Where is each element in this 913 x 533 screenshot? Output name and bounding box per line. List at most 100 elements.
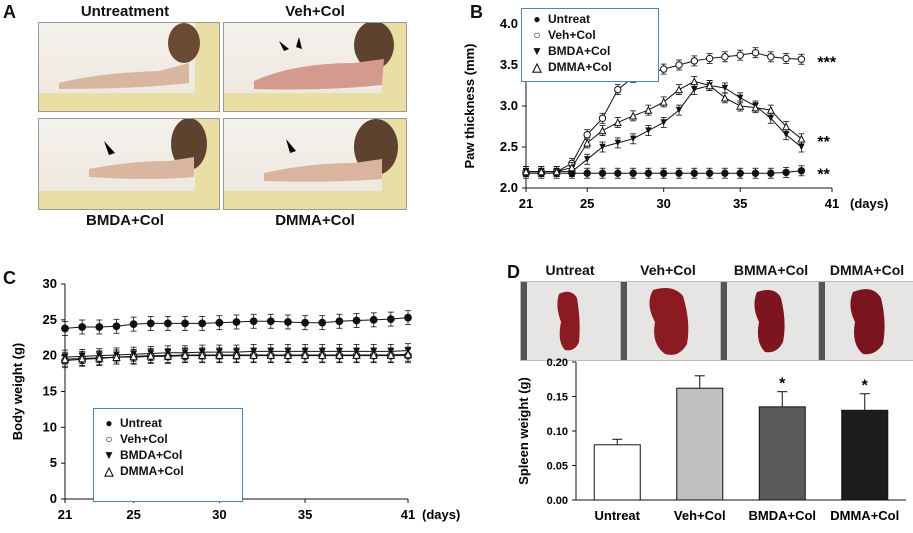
x-tick-label: 30	[656, 196, 670, 211]
y-axis-label: Body weight (g)	[10, 343, 25, 441]
annotation: *	[779, 376, 786, 393]
data-point	[721, 169, 729, 177]
data-point	[60, 354, 70, 364]
legend-marker-icon: ○	[533, 28, 541, 42]
paw-image-veh	[224, 23, 406, 111]
paw-image-dmma	[224, 119, 406, 209]
data-point	[369, 315, 378, 324]
data-point	[352, 350, 361, 359]
data-point	[797, 55, 806, 63]
data-point	[797, 167, 806, 175]
body-weight-chart: 0 5 10 15 20 25 30 21 25 30 35 41 (days) Body weight …	[10, 276, 460, 522]
data-point	[95, 353, 104, 362]
data-point	[736, 51, 744, 59]
legend-label: DMMA+Col	[120, 464, 184, 478]
y-tick-label: 5	[50, 455, 57, 470]
data-point	[797, 134, 806, 143]
panel-d-letter: D	[507, 262, 520, 282]
y-tick-label: 3.5	[500, 57, 518, 72]
x-tick-label: 25	[126, 507, 140, 522]
data-point	[403, 349, 413, 359]
data-point	[767, 115, 774, 122]
legend-label: BMDA+Col	[548, 44, 611, 58]
data-point	[129, 320, 138, 329]
arrow-icon	[286, 139, 296, 153]
bar-bmda-col	[758, 406, 806, 501]
data-point	[283, 350, 293, 359]
data-point	[583, 131, 591, 139]
data-point	[690, 77, 699, 86]
arrow-icon	[296, 37, 302, 49]
data-point	[284, 318, 292, 326]
legend-marker-icon: ●	[533, 12, 541, 26]
bar-dmma-col	[841, 409, 889, 501]
data-point	[751, 49, 760, 57]
data-point	[386, 350, 396, 359]
y-tick-label: 0.05	[547, 461, 568, 473]
spleen-photo-untreat	[520, 281, 622, 361]
data-point	[61, 324, 69, 333]
photo-veh	[223, 22, 407, 112]
data-point	[146, 351, 155, 360]
data-point	[599, 143, 606, 151]
data-point	[690, 57, 699, 65]
data-point	[181, 319, 189, 328]
photo-label-veh: Veh+Col	[285, 3, 345, 20]
data-point	[629, 169, 637, 177]
data-point	[404, 313, 412, 322]
data-point	[318, 350, 327, 359]
y-axis-label: Paw thickness (mm)	[462, 44, 477, 169]
data-point	[660, 119, 667, 126]
spleen-photo-bmma	[720, 281, 822, 361]
data-point	[798, 143, 805, 151]
annotation: ***	[817, 54, 836, 71]
y-tick-label: 0.10	[547, 426, 568, 438]
data-point	[163, 351, 173, 360]
x-tick-label: 41	[825, 196, 839, 211]
x-tick-label: 25	[580, 196, 594, 211]
data-point	[112, 352, 121, 361]
data-point	[675, 106, 683, 114]
data-point	[232, 350, 241, 359]
spleen-weight-chart: 0.00 0.05 0.10 0.15 0.20 Spleen weight (g) Unt…	[516, 357, 906, 523]
data-point	[705, 169, 714, 177]
photo-untreatment	[38, 22, 220, 112]
data-point	[660, 65, 668, 73]
spleen-photo-veh	[620, 281, 722, 361]
data-point	[584, 156, 591, 163]
legend-marker-icon: ○	[105, 432, 113, 446]
y-tick-label: 0.20	[547, 357, 568, 369]
data-point	[301, 318, 310, 327]
x-tick-label: 35	[733, 196, 747, 211]
x-tick-label: Veh+Col	[674, 508, 726, 523]
x-axis-label: (days)	[422, 507, 460, 522]
legend-item: ○ Veh+Col	[526, 27, 654, 43]
y-tick-label: 15	[43, 384, 57, 399]
y-tick-label: 30	[43, 276, 57, 291]
x-tick-label: 21	[519, 196, 533, 211]
legend-item: ○ Veh+Col	[98, 431, 238, 447]
legend-item: △ DMMA+Col	[526, 59, 654, 75]
x-tick-label: 30	[212, 507, 226, 522]
data-point	[782, 122, 791, 131]
data-point	[146, 319, 155, 328]
data-point	[721, 84, 729, 92]
data-point	[767, 53, 775, 61]
data-point	[629, 111, 638, 120]
data-point	[249, 350, 258, 359]
data-point	[598, 126, 607, 135]
paw-thickness-chart: 2.0 2.5 3.0 3.5 4.0 21 25 30 35 41 (days) Paw thick…	[462, 16, 888, 211]
spleen-label-untreat: Untreat	[545, 262, 595, 278]
data-point	[335, 317, 344, 326]
data-point	[705, 81, 714, 90]
data-point	[249, 317, 258, 326]
data-point	[675, 169, 683, 177]
arrow-icon	[279, 41, 289, 51]
data-point	[521, 167, 531, 176]
annotation: **	[817, 134, 830, 151]
photo-bmda	[38, 118, 220, 210]
legend-label: Untreat	[548, 12, 591, 26]
spleen-label-veh: Veh+Col	[640, 262, 696, 278]
legend-item: ● Untreat	[526, 11, 654, 27]
data-point	[782, 168, 790, 177]
